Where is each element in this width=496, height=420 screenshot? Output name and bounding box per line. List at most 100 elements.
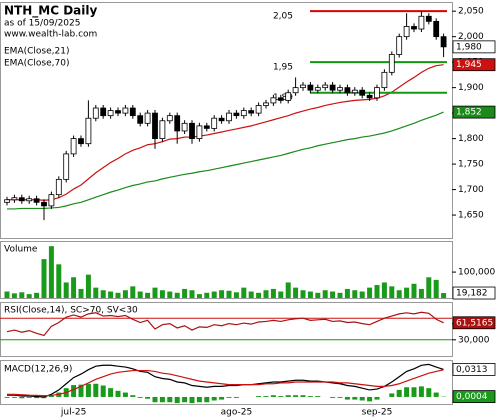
panel-label: EMA(Close,70) [4, 59, 69, 69]
volume-bar [145, 292, 151, 298]
last-value-label: 1,852 [456, 108, 482, 118]
panel-label: RSI(Close,14), SC>70, SV<30 [4, 306, 138, 316]
histogram-bar [145, 396, 151, 399]
y-tick-label: 1,700 [458, 185, 484, 195]
candle-body [48, 194, 55, 207]
last-value-label: 1,980 [456, 42, 482, 52]
candle-body [4, 199, 10, 203]
volume-bar [233, 292, 239, 298]
volume-bar [293, 287, 299, 298]
volume-bar [381, 282, 387, 298]
candle-body [248, 110, 255, 114]
candle-body [26, 198, 33, 202]
candle-body [226, 112, 232, 122]
x-tick-label: sep-25 [362, 408, 393, 418]
histogram-bar [26, 396, 32, 398]
candle-body [107, 110, 114, 117]
volume-bar [359, 291, 365, 298]
candle-body [85, 117, 92, 145]
volume-bar [344, 288, 350, 298]
last-value-label: 61,5165 [456, 318, 493, 328]
candle-body [174, 115, 181, 132]
volume-bar [248, 291, 254, 298]
histogram-bar [374, 396, 380, 400]
last-value-label: 0,0004 [456, 392, 488, 402]
y-tick-label: 1,750 [458, 160, 484, 170]
candle-body [344, 87, 351, 94]
volume-bar [122, 290, 128, 298]
histogram-bar [396, 389, 402, 397]
volume-bar [4, 291, 10, 298]
histogram-bar [411, 387, 417, 397]
candle-body [300, 84, 306, 89]
panel-label: MACD(12,26,9) [4, 365, 72, 375]
panel-label: Volume [4, 245, 38, 255]
volume-bar [137, 291, 143, 298]
volume-bar [167, 291, 173, 298]
y-tick-label: 2,050 [458, 7, 484, 17]
macd-line [7, 363, 444, 398]
candle-body [366, 94, 373, 99]
panel-frame [0, 360, 453, 405]
last-value-label: 19,182 [456, 289, 488, 299]
candle-body [115, 110, 121, 114]
candle-body [292, 87, 299, 94]
volume-bar [100, 290, 106, 298]
last-value-box [452, 390, 496, 404]
panel-label: EMA(Close,21) [4, 47, 69, 57]
volume-bar [174, 292, 180, 298]
candle-body [322, 84, 329, 89]
candle-body [285, 92, 292, 101]
volume-bar [78, 288, 84, 298]
volume-bar [300, 290, 306, 298]
histogram-bar [196, 396, 202, 403]
panel-label: NTH_MC Daily [4, 4, 97, 19]
volume-bar [48, 246, 54, 298]
histogram-bar [418, 386, 424, 397]
last-value-box [452, 363, 496, 376]
candle-body [277, 97, 284, 101]
histogram-bar [167, 396, 173, 403]
y-tick-label: 1,650 [458, 211, 484, 221]
candle-body [18, 197, 25, 202]
histogram-bar [122, 392, 128, 397]
histogram-bar [4, 396, 10, 398]
candle-body [218, 117, 225, 122]
volume-bar [337, 292, 343, 298]
histogram-bar [85, 383, 91, 397]
histogram-bar [367, 396, 373, 402]
candle-body [270, 97, 277, 104]
panel-frame [0, 302, 453, 357]
last-value-label: 0,0313 [456, 365, 488, 375]
candle-body [403, 26, 410, 38]
ema-line [7, 64, 444, 201]
volume-bar [330, 291, 336, 298]
volume-bar [367, 287, 373, 298]
candle-body [181, 122, 188, 132]
candle-body [418, 15, 425, 30]
level-label: 2,05 [273, 12, 293, 22]
volume-bar [71, 277, 77, 298]
histogram-bar [19, 396, 25, 399]
panel-frame [0, 241, 453, 299]
candle-body [122, 107, 129, 114]
candle-body [100, 107, 107, 117]
macd-line [7, 369, 444, 397]
histogram-bar [174, 396, 180, 404]
y-tick-label: 1,800 [458, 134, 484, 144]
histogram-bar [115, 390, 121, 397]
histogram-bar [108, 388, 114, 397]
candle-body [70, 138, 77, 155]
volume-bar [182, 288, 188, 298]
volume-bar [204, 292, 210, 298]
histogram-bar [270, 395, 276, 397]
histogram-bar [307, 396, 313, 397]
ema-line [7, 111, 444, 210]
histogram-bar [137, 396, 143, 398]
volume-bar [93, 287, 99, 298]
volume-bar [19, 292, 25, 298]
candle-body [189, 122, 195, 140]
volume-bar [256, 292, 262, 298]
candle-body [196, 125, 203, 140]
